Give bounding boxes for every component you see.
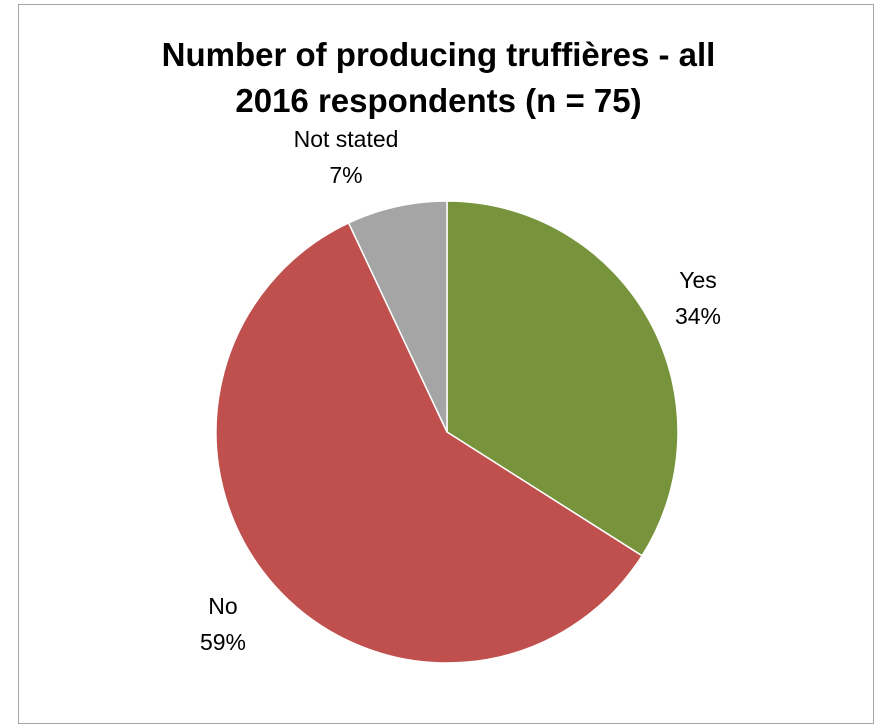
data-label-percent: 34% — [675, 303, 721, 329]
pie-slice-no — [215, 221, 644, 664]
chart-title-line-2: 2016 respondents (n = 75) — [235, 82, 642, 119]
chart-title: Number of producing truffières - all 201… — [0, 32, 877, 124]
data-label-percent: 7% — [329, 162, 362, 188]
data-label-category: Not stated — [294, 126, 399, 152]
pie-slice-yes — [446, 200, 679, 557]
data-label-percent: 59% — [200, 629, 246, 655]
chart-title-line-1: Number of producing truffières - all — [161, 36, 716, 73]
data-label-yes: Yes 34% — [675, 267, 721, 329]
data-label-category: Yes — [679, 267, 717, 293]
data-label-no: No 59% — [200, 593, 246, 655]
data-label-category: No — [208, 593, 237, 619]
data-label-not-stated: Not stated 7% — [294, 126, 399, 188]
pie-slice-not-stated — [347, 200, 448, 433]
pie-slices — [215, 200, 679, 664]
pie-labels: Yes 34% No 59% Not stated 7% — [200, 126, 721, 655]
